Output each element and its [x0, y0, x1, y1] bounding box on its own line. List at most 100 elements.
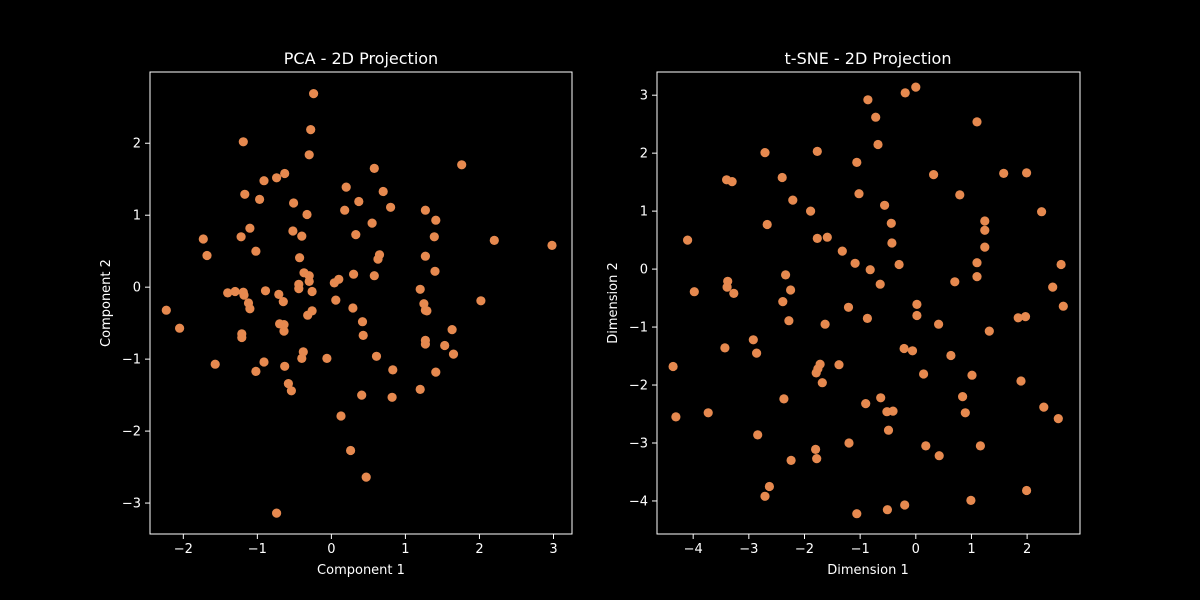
pca-data-point	[367, 218, 377, 228]
pca-data-point	[378, 186, 388, 197]
pca-data-point	[288, 226, 298, 236]
pca-data-point	[259, 357, 269, 367]
tsne-data-point	[880, 200, 890, 210]
tsne-y-tick-label: 1	[640, 205, 648, 220]
pca-data-point	[302, 209, 312, 220]
tsne-data-point	[781, 270, 791, 280]
tsne-data-point	[729, 288, 739, 298]
tsne-data-point	[1056, 259, 1066, 270]
tsne-data-point	[934, 451, 944, 461]
pca-data-point	[415, 284, 425, 294]
tsne-y-tick-label: 0	[640, 263, 648, 278]
tsne-data-point	[720, 343, 730, 353]
tsne-data-point	[844, 438, 854, 448]
pca-data-point	[341, 182, 351, 192]
tsne-data-point	[668, 361, 678, 372]
pca-data-point	[304, 276, 314, 286]
pca-points	[161, 89, 557, 518]
tsne-data-point	[811, 368, 821, 378]
tsne-data-point	[972, 117, 982, 127]
pca-data-point	[547, 240, 557, 250]
pca-data-point	[286, 386, 296, 396]
pca-data-point	[240, 189, 250, 199]
tsne-data-point	[1037, 207, 1047, 217]
pca-data-point	[420, 339, 430, 349]
pca-data-point	[415, 384, 425, 394]
pca-data-point	[272, 508, 282, 518]
pca-x-tick-label: −2	[174, 542, 193, 557]
tsne-data-point	[900, 500, 910, 510]
tsne-data-point	[955, 190, 965, 200]
pca-data-point	[283, 379, 293, 389]
tsne-data-point	[958, 392, 968, 402]
tsne-data-point	[752, 348, 762, 358]
pca-data-point	[369, 163, 379, 173]
tsne-y-axis: −4 −3 −2 −1 0 1 2 3	[629, 89, 657, 509]
tsne-data-point	[854, 189, 864, 199]
pca-data-point	[259, 176, 269, 186]
tsne-y-tick-label: −1	[629, 321, 648, 336]
tsne-data-point	[1039, 402, 1049, 412]
tsne-data-point	[778, 297, 788, 307]
tsne-data-point	[834, 360, 844, 370]
pca-data-point	[161, 305, 171, 315]
tsne-y-tick-label: −2	[629, 379, 648, 394]
tsne-data-point	[722, 282, 732, 292]
pca-data-point	[357, 390, 367, 400]
pca-x-tick-label: 3	[549, 542, 557, 557]
tsne-data-point	[753, 430, 763, 440]
pca-y-tick-label: 1	[133, 209, 141, 224]
tsne-x-tick-label: −3	[739, 542, 758, 557]
tsne-data-point	[980, 242, 990, 252]
pca-data-point	[340, 205, 350, 215]
pca-data-point	[223, 288, 233, 298]
pca-x-axis-label: Component 1	[317, 563, 405, 578]
tsne-data-point	[899, 343, 909, 354]
pca-y-axis: −3 −2 −1 0 1 2	[122, 137, 150, 512]
pca-y-tick-label: −2	[122, 425, 141, 440]
tsne-y-tick-label: −4	[629, 494, 648, 509]
pca-data-point	[289, 198, 299, 208]
tsne-data-point	[966, 495, 976, 505]
tsne-data-point	[1020, 312, 1031, 322]
pca-data-point	[245, 223, 255, 233]
pca-data-point	[260, 286, 271, 296]
tsne-x-tick-label: −1	[851, 542, 870, 557]
pca-data-point	[239, 290, 249, 300]
pca-data-point	[431, 215, 441, 225]
tsne-x-tick-label: 2	[1023, 542, 1031, 557]
tsne-x-tick-label: 1	[967, 542, 975, 557]
pca-data-point	[357, 317, 368, 327]
pca-data-point	[245, 304, 255, 314]
tsne-data-point	[946, 350, 956, 361]
tsne-data-point	[1013, 313, 1023, 323]
tsne-data-point	[972, 258, 982, 268]
pca-data-point	[422, 306, 432, 316]
pca-data-point	[322, 353, 332, 363]
pca-y-tick-label: 2	[133, 137, 141, 152]
tsne-data-point	[873, 139, 883, 150]
pca-data-point	[198, 234, 208, 244]
pca-data-point	[386, 202, 396, 212]
pca-data-point	[202, 250, 212, 261]
pca-data-point	[346, 445, 356, 456]
pca-data-point	[255, 194, 265, 204]
tsne-data-point	[900, 88, 910, 98]
tsne-data-point	[861, 399, 871, 409]
pca-data-point	[336, 411, 346, 421]
pca-data-point	[457, 160, 467, 170]
tsne-data-point	[760, 491, 770, 501]
tsne-y-tick-label: 3	[640, 89, 648, 104]
pca-data-point	[489, 235, 499, 245]
pca-data-point	[230, 286, 240, 297]
pca-data-point	[279, 320, 289, 330]
pca-data-point	[440, 340, 450, 351]
tsne-data-point	[887, 238, 897, 248]
tsne-data-point	[822, 232, 832, 242]
tsne-data-point	[894, 259, 904, 270]
tsne-data-point	[811, 444, 821, 454]
tsne-data-point	[760, 148, 770, 158]
tsne-data-point	[1022, 168, 1032, 178]
pca-data-point	[348, 303, 358, 313]
tsne-data-point	[929, 170, 939, 180]
